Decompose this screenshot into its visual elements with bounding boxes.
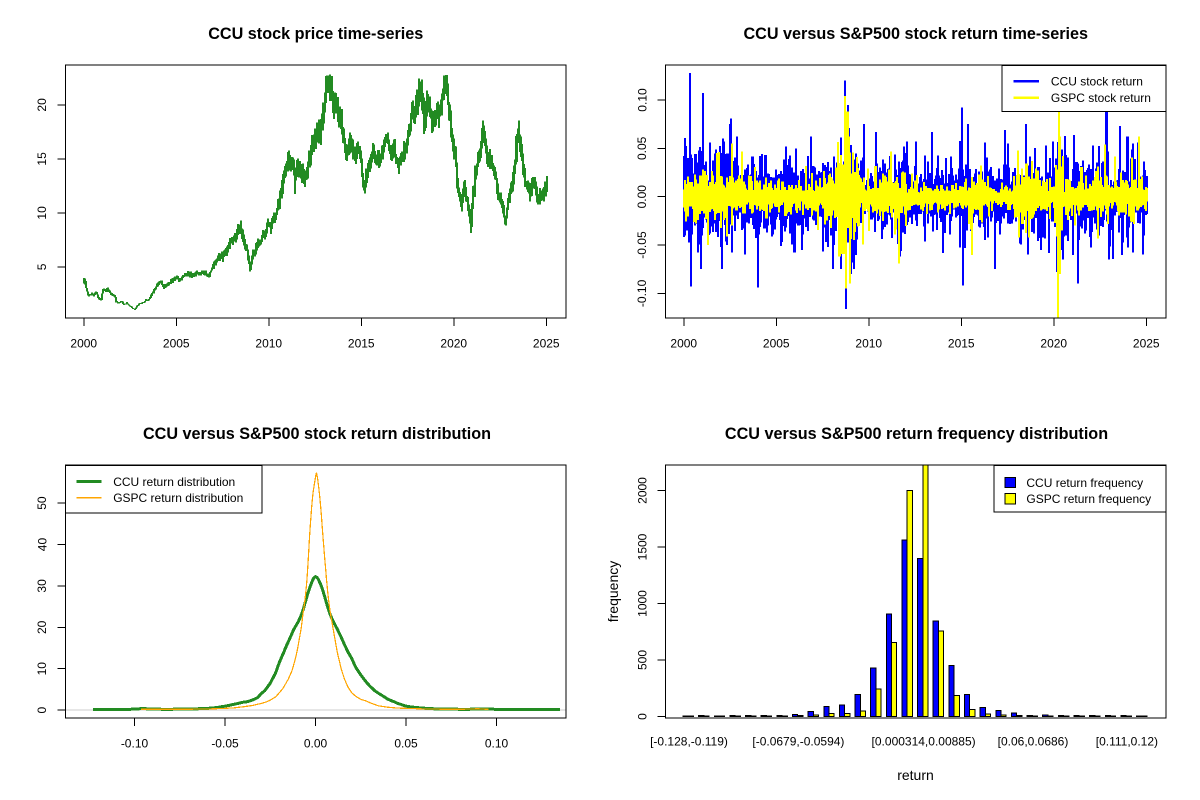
svg-text:2000: 2000	[635, 477, 649, 504]
svg-text:20: 20	[35, 98, 49, 112]
svg-text:-0.05: -0.05	[635, 231, 649, 259]
svg-text:2010: 2010	[255, 337, 282, 351]
svg-text:CCU stock price time-series: CCU stock price time-series	[208, 25, 423, 43]
svg-text:500: 500	[635, 650, 649, 670]
svg-text:-0.10: -0.10	[121, 737, 149, 751]
svg-text:CCU versus S&P500 return frequ: CCU versus S&P500 return frequency distr…	[725, 425, 1108, 443]
svg-text:-0.10: -0.10	[635, 279, 649, 307]
svg-text:[0.111,0.12): [0.111,0.12)	[1096, 735, 1158, 749]
svg-text:2020: 2020	[440, 337, 467, 351]
svg-text:0.10: 0.10	[635, 88, 649, 112]
svg-text:GSPC return distribution: GSPC return distribution	[113, 491, 243, 505]
svg-text:0.05: 0.05	[394, 737, 418, 751]
svg-text:2005: 2005	[163, 337, 190, 351]
svg-text:CCU versus S&P500 stock return: CCU versus S&P500 stock return time-seri…	[743, 25, 1088, 43]
svg-text:GSPC stock return: GSPC stock return	[1051, 91, 1151, 105]
svg-text:20: 20	[35, 620, 49, 634]
svg-text:GSPC return frequency: GSPC return frequency	[1026, 492, 1151, 506]
svg-text:0.00: 0.00	[635, 185, 649, 209]
svg-text:[-0.0679,-0.0594): [-0.0679,-0.0594)	[752, 735, 844, 749]
svg-text:10: 10	[35, 662, 49, 676]
svg-text:CCU versus S&P500 stock return: CCU versus S&P500 stock return distribut…	[143, 425, 491, 443]
svg-text:5: 5	[35, 263, 49, 270]
svg-text:2025: 2025	[533, 337, 560, 351]
svg-text:0.10: 0.10	[485, 737, 509, 751]
svg-text:40: 40	[35, 538, 49, 552]
svg-text:0.00: 0.00	[304, 737, 328, 751]
svg-text:2025: 2025	[1133, 337, 1160, 351]
svg-text:2020: 2020	[1040, 337, 1067, 351]
svg-text:-0.05: -0.05	[211, 737, 239, 751]
svg-text:50: 50	[35, 496, 49, 510]
svg-text:1000: 1000	[635, 590, 649, 617]
svg-text:frequency: frequency	[605, 561, 621, 622]
svg-text:[-0.128,-0.119): [-0.128,-0.119)	[650, 735, 728, 749]
svg-text:return: return	[897, 767, 934, 783]
svg-text:1500: 1500	[635, 533, 649, 560]
svg-text:2010: 2010	[855, 337, 882, 351]
svg-text:[0.000314,0.00885): [0.000314,0.00885)	[872, 735, 976, 749]
svg-text:CCU return frequency: CCU return frequency	[1026, 476, 1143, 490]
svg-text:CCU stock return: CCU stock return	[1051, 74, 1143, 88]
svg-text:30: 30	[35, 579, 49, 593]
svg-text:2000: 2000	[670, 337, 697, 351]
svg-text:2015: 2015	[348, 337, 375, 351]
svg-text:[0.06,0.0686): [0.06,0.0686)	[998, 735, 1069, 749]
svg-text:2005: 2005	[763, 337, 790, 351]
svg-text:0.05: 0.05	[635, 136, 649, 160]
svg-text:0: 0	[635, 713, 649, 720]
svg-text:0: 0	[35, 706, 49, 713]
svg-text:2000: 2000	[70, 337, 97, 351]
svg-text:2015: 2015	[948, 337, 975, 351]
svg-text:CCU return distribution: CCU return distribution	[113, 475, 235, 489]
svg-text:15: 15	[35, 152, 49, 166]
svg-text:10: 10	[35, 206, 49, 220]
